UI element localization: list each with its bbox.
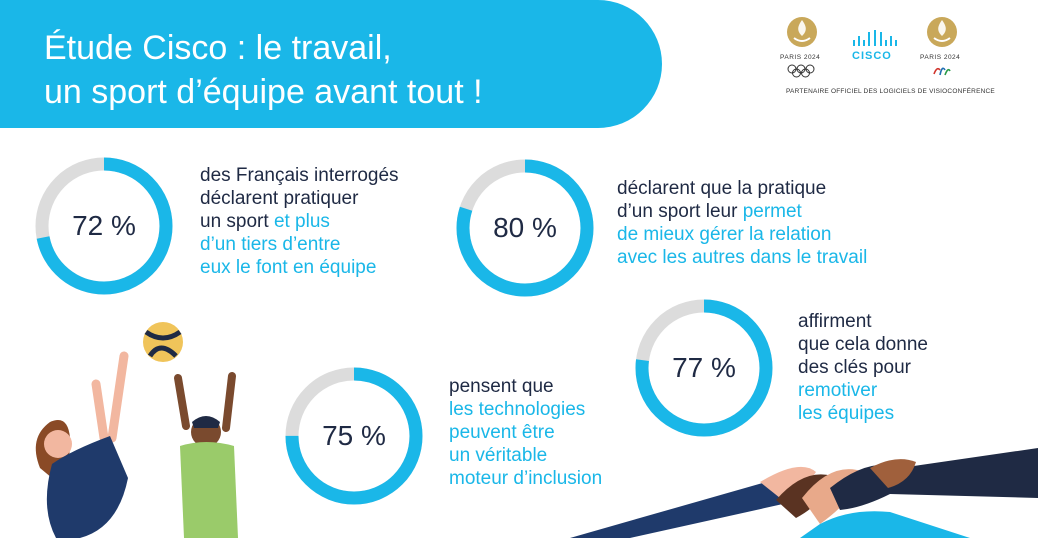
logo-tagline: PARTENAIRE OFFICIEL DES LOGICIELS DE VIS… (786, 88, 995, 95)
stat-text-line: un véritable (449, 444, 602, 467)
stat-text-line: déclarent que la pratique (617, 177, 867, 200)
stat-plain-text: un sport (200, 211, 274, 232)
stat-plain-text: pensent que (449, 376, 554, 397)
title-line-2: un sport d’équipe avant tout ! (44, 73, 483, 111)
team-hands-illustration (570, 448, 1038, 538)
ring-progress-arc (285, 367, 423, 505)
stat-highlight-text: les technologies (449, 399, 586, 420)
olympic-rings-icon (787, 64, 815, 78)
title-line-1: Étude Cisco : le travail, (44, 29, 392, 67)
stat-ring-1: 72 % (34, 156, 174, 296)
stat-ring-3: 77 % (634, 298, 774, 438)
stat-text-line: eux le font en équipe (200, 256, 399, 279)
stat-text-line: déclarent pratiquer (200, 187, 399, 210)
progress-ring-1 (35, 157, 173, 295)
ring-progress-arc (35, 157, 173, 295)
paralympic-agitos-icon (933, 67, 951, 76)
stat-text-line: les équipes (798, 402, 928, 425)
stat-text-line: des Français interrogés (200, 164, 399, 187)
stat-text-line: d’un tiers d’entre (200, 233, 399, 256)
progress-ring-2 (456, 159, 594, 297)
stat-text-line: moteur d’inclusion (449, 467, 602, 490)
paris-2024-flame-icon (787, 17, 817, 47)
stat-text-line: avec les autres dans le travail (617, 246, 867, 269)
stat-highlight-text: eux le font en équipe (200, 257, 377, 278)
paris-2024-label-left: PARIS 2024 (780, 54, 821, 61)
stat-text-line: de mieux gérer la relation (617, 223, 867, 246)
stat-highlight-text: moteur d’inclusion (449, 468, 603, 489)
cisco-label: CISCO (852, 50, 892, 62)
progress-ring-3 (635, 299, 773, 437)
stat-text-line: les technologies (449, 398, 602, 421)
stat-highlight-text: les équipes (798, 403, 895, 424)
page-title: Étude Cisco : le travail, un sport d’équ… (44, 26, 644, 114)
stat-plain-text: déclarent que la pratique (617, 178, 827, 199)
stat-plain-text: déclarent pratiquer (200, 188, 359, 209)
stat-value-3: 77 % (672, 352, 736, 383)
stat-highlight-text: permet (742, 201, 802, 222)
cisco-bridge-icon (853, 30, 897, 46)
stat-text-line: que cela donne (798, 333, 928, 356)
paris-2024-label-right: PARIS 2024 (920, 54, 961, 61)
partner-logos: PARIS 2024 CISCO PARIS 2024 PARTE (768, 12, 995, 102)
stat-ring-2: 80 % (455, 158, 595, 298)
header-banner (0, 0, 662, 128)
stat-text-line: d’un sport leur permet (617, 200, 867, 223)
stat-highlight-text: un véritable (449, 445, 548, 466)
stat-text-3: affirment que cela donne des clés pour remo… (798, 310, 928, 425)
ring-progress-arc (635, 299, 773, 437)
stat-text-line: peuvent être (449, 421, 602, 444)
stat-plain-text: affirment (798, 311, 872, 332)
stat-text-line: des clés pour (798, 356, 928, 379)
stat-text-line: pensent que (449, 375, 602, 398)
stat-highlight-text: avec les autres dans le travail (617, 247, 868, 268)
stat-value-1: 72 % (72, 210, 136, 241)
stat-text-4: pensent que les technologies peuvent être u… (449, 375, 602, 490)
stat-highlight-text: peuvent être (449, 422, 555, 443)
paris-2024-flame-icon (927, 17, 957, 47)
stat-plain-text: des clés pour (798, 357, 912, 378)
stat-ring-4: 75 % (284, 366, 424, 506)
stat-highlight-text: remotiver (798, 380, 878, 401)
stat-text-1: des Français interrogés déclarent pratiqu… (200, 164, 399, 279)
stat-highlight-text: d’un tiers d’entre (200, 234, 341, 255)
stat-plain-text: que cela donne (798, 334, 928, 355)
stat-value-2: 80 % (493, 212, 557, 243)
stat-text-2: déclarent que la pratique d’un sport leur… (617, 177, 867, 269)
progress-ring-4 (285, 367, 423, 505)
stat-highlight-text: de mieux gérer la relation (617, 224, 832, 245)
stat-plain-text: d’un sport leur (617, 201, 743, 222)
volleyball-icon (143, 322, 183, 362)
stat-text-line: un sport et plus (200, 210, 399, 233)
stat-text-line: affirment (798, 310, 928, 333)
stat-value-4: 75 % (322, 420, 386, 451)
stat-text-line: remotiver (798, 379, 928, 402)
ring-progress-arc (456, 159, 594, 297)
stat-highlight-text: et plus (273, 211, 330, 232)
stat-plain-text: des Français interrogés (200, 165, 399, 186)
volleyball-players-illustration (35, 322, 238, 538)
